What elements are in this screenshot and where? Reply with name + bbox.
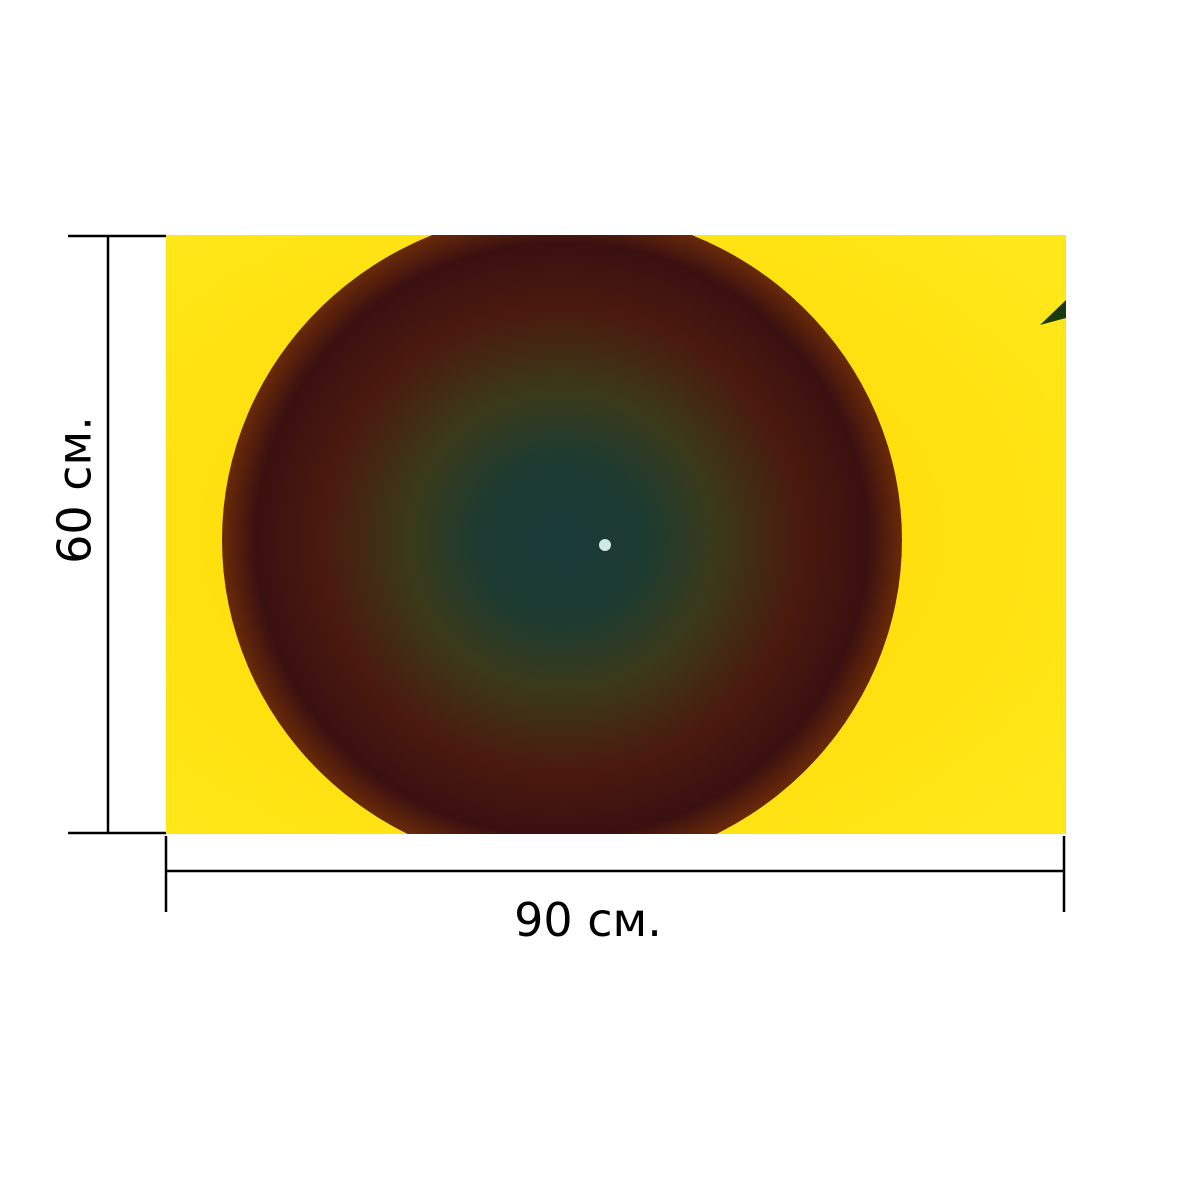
dimension-lines: [68, 234, 1066, 912]
width-label: 90 см.: [514, 893, 662, 947]
height-label: 60 см.: [48, 416, 102, 564]
photo: [166, 235, 1066, 834]
